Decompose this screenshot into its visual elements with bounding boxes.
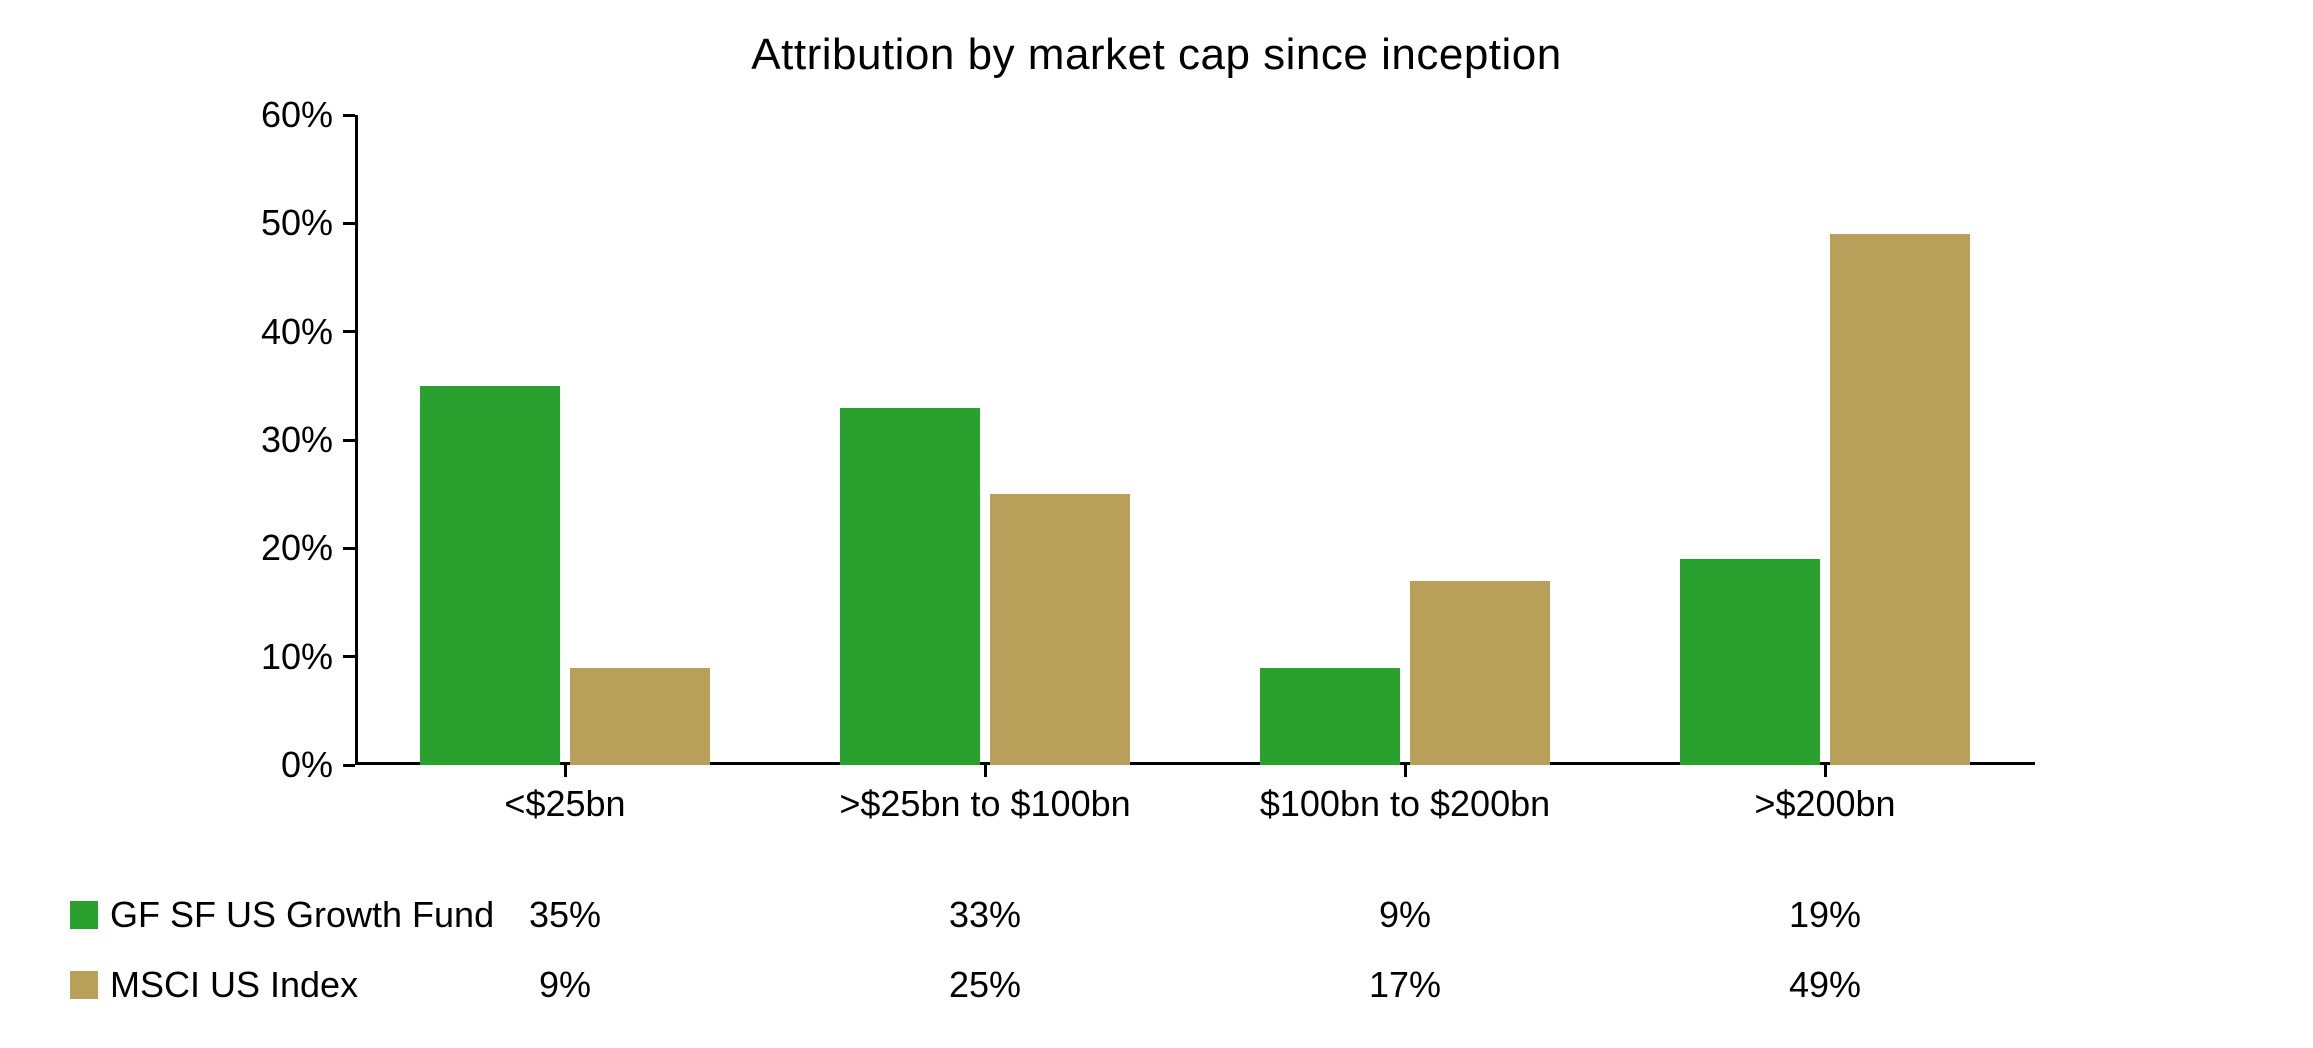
attribution-chart: Attribution by market cap since inceptio…	[0, 0, 2313, 1048]
x-tick-mark	[564, 765, 567, 777]
y-tick-label: 30%	[261, 419, 333, 461]
legend-label: MSCI US Index	[110, 964, 358, 1006]
data-table: GF SF US Growth Fund 35% 33% 9% 19% MSCI US I…	[0, 880, 2313, 1020]
y-tick-label: 60%	[261, 94, 333, 136]
bar	[840, 408, 980, 766]
category-label: $100bn to $200bn	[1260, 783, 1550, 825]
x-tick-mark	[1824, 765, 1827, 777]
y-tick-label: 20%	[261, 527, 333, 569]
bar	[1260, 668, 1400, 766]
bar	[1410, 581, 1550, 765]
y-tick-mark	[343, 439, 355, 442]
y-tick-label: 40%	[261, 311, 333, 353]
data-cell: 33%	[949, 894, 1021, 936]
y-axis-line	[355, 115, 358, 765]
legend-label: GF SF US Growth Fund	[110, 894, 494, 936]
data-cell: 9%	[539, 964, 591, 1006]
data-cell: 17%	[1369, 964, 1441, 1006]
bar	[420, 386, 560, 765]
category-label: <$25bn	[504, 783, 625, 825]
y-tick-mark	[343, 764, 355, 767]
bar	[1830, 234, 1970, 765]
category-label: >$25bn to $100bn	[839, 783, 1130, 825]
y-tick-mark	[343, 114, 355, 117]
data-cell: 49%	[1789, 964, 1861, 1006]
data-cell: 9%	[1379, 894, 1431, 936]
x-tick-mark	[1404, 765, 1407, 777]
x-tick-mark	[984, 765, 987, 777]
data-cell: 25%	[949, 964, 1021, 1006]
y-tick-label: 0%	[281, 744, 333, 786]
bar	[570, 668, 710, 766]
y-tick-label: 10%	[261, 636, 333, 678]
bar	[1680, 559, 1820, 765]
y-tick-mark	[343, 547, 355, 550]
y-tick-mark	[343, 222, 355, 225]
data-cell: 35%	[529, 894, 601, 936]
category-label: >$200bn	[1754, 783, 1895, 825]
y-tick-label: 50%	[261, 202, 333, 244]
legend-swatch	[70, 971, 98, 999]
legend-swatch	[70, 901, 98, 929]
chart-title: Attribution by market cap since inceptio…	[0, 30, 2313, 80]
plot-area: 0%10%20%30%40%50%60%<$25bn>$25bn to $100…	[355, 115, 2035, 765]
y-tick-mark	[343, 330, 355, 333]
bar	[990, 494, 1130, 765]
y-tick-mark	[343, 655, 355, 658]
data-cell: 19%	[1789, 894, 1861, 936]
